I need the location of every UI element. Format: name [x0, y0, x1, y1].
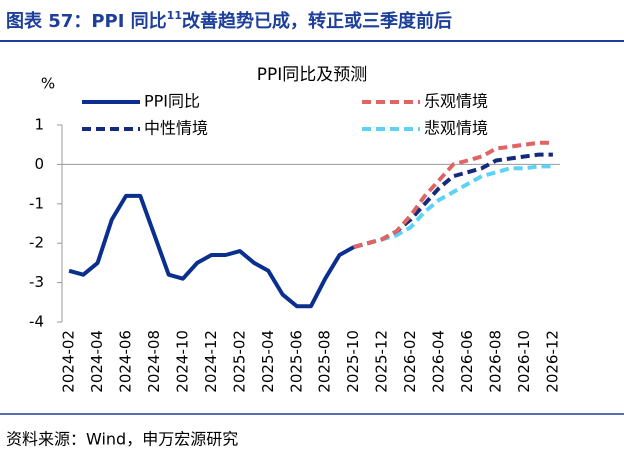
x-tick-label: 2025-02 [230, 330, 248, 393]
legend-label: PPI同比 [144, 92, 200, 111]
x-tick-label: 2024-08 [145, 330, 163, 393]
x-tick-label: 2024-02 [60, 330, 78, 393]
x-tick-label: 2025-10 [344, 330, 362, 393]
source-note: 资料来源：Wind，申万宏源研究 [6, 430, 238, 449]
header-superscript: 11 [167, 9, 182, 22]
y-tick-label: -4 [29, 313, 44, 331]
chart-title: PPI同比及预测 [257, 65, 368, 85]
y-tick-label: 1 [34, 116, 44, 134]
series-line [353, 140, 553, 250]
x-tick-label: 2025-12 [373, 330, 391, 393]
x-tick-label: 2024-06 [117, 330, 135, 393]
header-title: 图表 57：PPI 同比11改善趋势已成，转正或三季度前后 [6, 9, 452, 32]
x-tick-label: 2024-10 [173, 330, 191, 393]
y-tick-label: -2 [29, 234, 44, 252]
series-line [353, 164, 553, 250]
x-tick-label: 2026-10 [515, 330, 533, 393]
legend-label: 乐观情境 [424, 92, 488, 111]
x-tick-label: 2026-06 [458, 330, 476, 393]
y-tick-label: -3 [29, 273, 44, 291]
series-line [68, 193, 355, 309]
legend-label: 中性情境 [144, 119, 208, 138]
y-tick-label: -1 [29, 194, 44, 212]
x-tick-label: 2026-12 [543, 330, 561, 393]
header-title-rest: 改善趋势已成，转正或三季度前后 [182, 10, 452, 32]
x-tick-label: 2026-02 [401, 330, 419, 393]
header-title-main: 图表 57：PPI 同比 [6, 10, 167, 32]
series-line [353, 152, 553, 250]
x-tick-label: 2026-04 [430, 330, 448, 393]
y-tick-label: 0 [34, 155, 44, 173]
x-tick-label: 2025-08 [316, 330, 334, 393]
x-tick-label: 2024-04 [88, 330, 106, 393]
x-tick-label: 2025-06 [287, 330, 305, 393]
x-tick-label: 2026-08 [486, 330, 504, 393]
y-axis-label: % [41, 75, 55, 93]
legend-label: 悲观情境 [424, 119, 488, 138]
x-tick-label: 2024-12 [202, 330, 220, 393]
x-tick-label: 2025-04 [259, 330, 277, 393]
